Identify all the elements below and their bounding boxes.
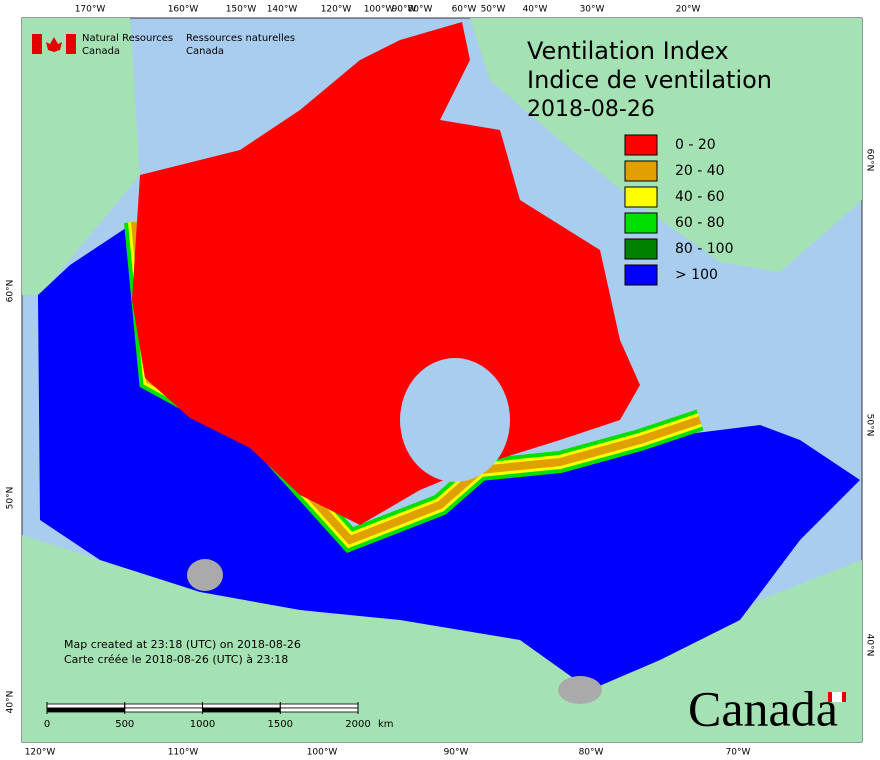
legend-swatch xyxy=(624,238,658,260)
graticule-label: 90°W xyxy=(444,748,469,758)
region-high xyxy=(38,222,860,690)
scale-label: 2000 xyxy=(345,719,370,730)
note: Map created at 23:18 (UTC) on 2018-08-26 xyxy=(64,638,301,651)
flag-bar xyxy=(32,34,42,54)
scale-label: 1500 xyxy=(268,719,293,730)
region-low xyxy=(132,22,640,525)
legend-label: 60 - 80 xyxy=(675,215,725,231)
graticule-label: 60°W xyxy=(452,5,477,15)
graticule-label: 150°W xyxy=(226,5,257,15)
scale-unit: km xyxy=(378,719,394,730)
map-date: 2018-08-26 xyxy=(527,97,655,122)
agency-fr: Canada xyxy=(186,46,224,57)
alaska xyxy=(22,18,140,295)
graticule-label: 90°W xyxy=(392,5,417,15)
scale-segment xyxy=(46,703,126,709)
graticule-label: 100°W xyxy=(307,748,338,758)
legend-label: 80 - 100 xyxy=(675,241,734,257)
scale-label: 500 xyxy=(115,719,134,730)
legend-swatch xyxy=(624,134,658,156)
scale-segment xyxy=(46,707,126,713)
graticule-label: 120°W xyxy=(321,5,352,15)
graticule-label: 170°W xyxy=(75,5,106,15)
greenland xyxy=(470,18,862,272)
scale-label: 0 xyxy=(44,719,50,730)
agency-fr: Ressources naturelles xyxy=(186,33,295,44)
title: Ventilation Index xyxy=(527,37,729,65)
legend-swatch xyxy=(624,264,658,286)
wordmark: Canada xyxy=(688,680,838,736)
graticule-label: 50°N xyxy=(865,414,875,437)
graticule-label: 160°W xyxy=(168,5,199,15)
graticule-label: 50°N xyxy=(6,487,16,510)
wordmark-flag xyxy=(832,692,842,702)
legend-label: > 100 xyxy=(675,267,718,283)
legend-label: 20 - 40 xyxy=(675,163,725,179)
graticule-label: 40°W xyxy=(523,5,548,15)
maple-leaf xyxy=(46,37,62,52)
legend-label: 0 - 20 xyxy=(675,137,716,153)
note: Carte créée le 2018-08-26 (UTC) à 23:18 xyxy=(64,653,288,666)
graticule-label: 70°W xyxy=(726,748,751,758)
graticule-label: 20°W xyxy=(676,5,701,15)
title-fr: Indice de ventilation xyxy=(527,66,772,94)
legend-label: 40 - 60 xyxy=(675,189,725,205)
scale-segment xyxy=(279,707,359,713)
agency-logo: Natural Resources Canada Ressources natu… xyxy=(32,33,295,57)
lake xyxy=(558,676,602,704)
graticule-label: 40°N xyxy=(865,634,875,657)
graticule-label: 60°N xyxy=(865,149,875,172)
lake xyxy=(187,559,223,591)
graticule-label: 80°W xyxy=(408,5,433,15)
legend-swatch xyxy=(624,212,658,234)
legend-swatch xyxy=(624,186,658,208)
graticule-label: 60°N xyxy=(6,280,16,303)
graticule-label: 140°W xyxy=(267,5,298,15)
map-frame xyxy=(21,17,863,743)
graticule-label: 100°W xyxy=(364,5,395,15)
scale-segment xyxy=(202,707,281,713)
scale-segment xyxy=(124,703,203,709)
usa xyxy=(22,535,862,742)
scale-segment xyxy=(124,707,203,713)
graticule-label: 120°W xyxy=(25,748,56,758)
scale-label: 1000 xyxy=(190,719,215,730)
graticule-label: 110°W xyxy=(168,748,199,758)
agency-en: Natural Resources xyxy=(82,33,173,44)
hudson-bay xyxy=(400,358,510,482)
graticule-label: 30°W xyxy=(580,5,605,15)
flag-bar xyxy=(66,34,76,54)
graticule-label: 40°N xyxy=(6,691,16,714)
graticule-label: 50°W xyxy=(481,5,506,15)
legend-swatch xyxy=(624,160,658,182)
scale-segment xyxy=(202,703,281,709)
scale-segment xyxy=(279,703,359,709)
agency-en: Canada xyxy=(82,46,120,57)
graticule-label: 80°W xyxy=(579,748,604,758)
